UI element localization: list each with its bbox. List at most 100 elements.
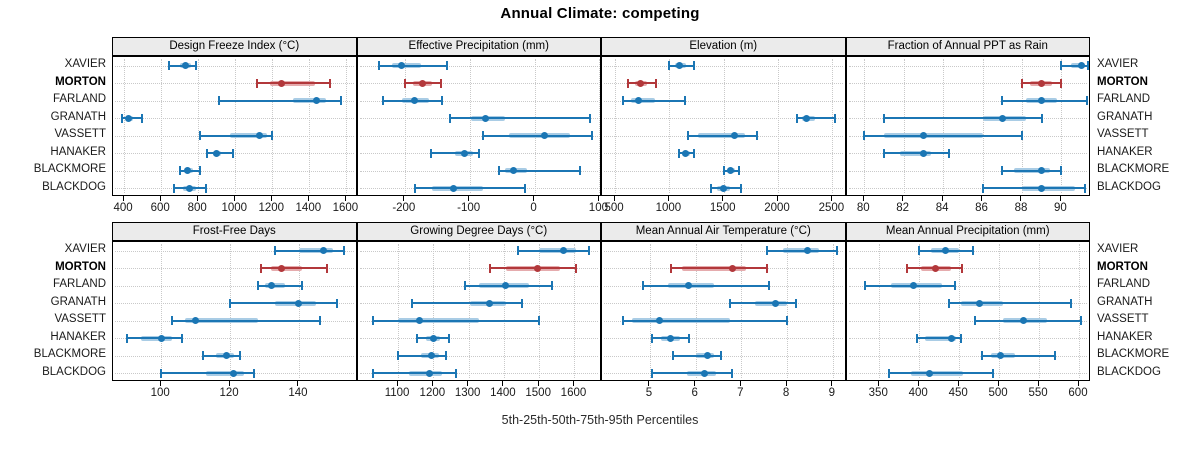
median-dot [482, 114, 490, 122]
range-line [622, 319, 788, 322]
range-line [670, 267, 767, 270]
x-tick-label: 1200 [258, 202, 285, 214]
station-label-left: FARLAND [52, 93, 106, 106]
gridline-h [604, 118, 843, 120]
range-cap-low [980, 351, 983, 361]
range-cap-high [448, 333, 451, 343]
gridline-h [848, 100, 1087, 102]
range-cap-high [199, 166, 202, 176]
panel-body [845, 241, 1090, 381]
x-tick [997, 381, 999, 386]
median-dot [398, 62, 406, 70]
x-tick [739, 381, 741, 386]
gridline-v [695, 244, 697, 378]
station-label-right: XAVIER [1097, 243, 1139, 256]
x-tick-label: 1100 [384, 387, 410, 399]
gridline-h [604, 338, 843, 340]
range-cap-high [335, 298, 338, 308]
x-tick [467, 381, 469, 386]
median-dot [947, 334, 955, 342]
range-cap-low [413, 183, 416, 193]
range-cap-low [260, 263, 263, 273]
station-label-left: GRANATH [50, 295, 106, 308]
station-label-right: VASSETT [1097, 313, 1149, 326]
gridline-v [1079, 244, 1080, 378]
range-cap-high [1087, 61, 1090, 71]
gridline-v [272, 59, 274, 193]
x-tick-label: 350 [868, 387, 888, 399]
station-label-right: MORTON [1097, 75, 1148, 88]
gridline-v [433, 244, 435, 378]
station-label-left: VASSETT [54, 128, 106, 141]
median-dot [278, 264, 286, 272]
range-cap-high [445, 61, 448, 71]
range-cap-low [728, 298, 731, 308]
range-cap-low [121, 113, 124, 123]
x-tick-label: 2500 [818, 202, 845, 214]
station-label-right: HANAKER [1097, 145, 1153, 158]
station-label-left: MORTON [55, 75, 106, 88]
x-tick-label: 82 [896, 202, 910, 214]
gridline-v [1021, 59, 1023, 193]
gridline-v [741, 244, 743, 378]
median-dot [1077, 62, 1085, 70]
median-dot [509, 167, 517, 175]
median-dot [1038, 97, 1046, 105]
range-cap-high [1020, 131, 1023, 141]
gridline-v [468, 244, 470, 378]
range-cap-low [686, 131, 689, 141]
gridline-v [1061, 59, 1063, 193]
panel-header: Mean Annual Precipitation (mm) [845, 222, 1090, 241]
gridline-v [723, 59, 725, 193]
median-dot [685, 282, 693, 290]
gridline-v [539, 244, 541, 378]
range-cap-high [339, 96, 342, 106]
range-cap-high [683, 96, 686, 106]
range-cap-high [520, 298, 523, 308]
range-cap-low [201, 351, 204, 361]
x-tick-label: 500 [604, 202, 624, 214]
station-label-left: GRANATH [50, 110, 106, 123]
median-dot [295, 299, 303, 307]
range-line [518, 249, 589, 252]
x-tick-label: 86 [975, 202, 988, 214]
range-line [864, 134, 1022, 137]
median-dot [461, 149, 468, 157]
range-cap-low [642, 281, 645, 291]
gridline-v [534, 59, 536, 193]
range-line [622, 99, 685, 102]
range-cap-low [178, 166, 181, 176]
range-line [218, 99, 341, 102]
station-label-right: VASSETT [1097, 128, 1149, 141]
x-tick [159, 381, 161, 386]
gridline-h [604, 100, 843, 102]
range-line [230, 302, 337, 305]
x-tick [572, 381, 574, 386]
range-cap-high [440, 96, 443, 106]
range-cap-low [1001, 166, 1004, 176]
range-cap-high [687, 333, 690, 343]
station-label-right: MORTON [1097, 260, 1148, 273]
range-cap-low [671, 351, 674, 361]
median-dot [223, 352, 231, 360]
gridline-v [124, 59, 126, 193]
range-cap-high [786, 316, 789, 326]
range-line [261, 267, 327, 270]
range-cap-high [756, 131, 759, 141]
range-line [729, 302, 797, 305]
median-dot [919, 149, 927, 157]
x-tick-label: 0 [530, 202, 537, 214]
station-label-right: FARLAND [1097, 278, 1151, 291]
median-dot [560, 247, 568, 255]
median-dot [278, 79, 286, 87]
range-cap-high [765, 263, 768, 273]
median-dot [1019, 317, 1027, 325]
x-tick-label: 800 [187, 202, 207, 214]
x-tick [270, 196, 272, 201]
range-cap-low [1020, 78, 1023, 88]
range-cap-low [981, 183, 984, 193]
x-tick [1059, 196, 1061, 201]
x-tick [957, 381, 959, 386]
gridline-h [848, 170, 1087, 172]
